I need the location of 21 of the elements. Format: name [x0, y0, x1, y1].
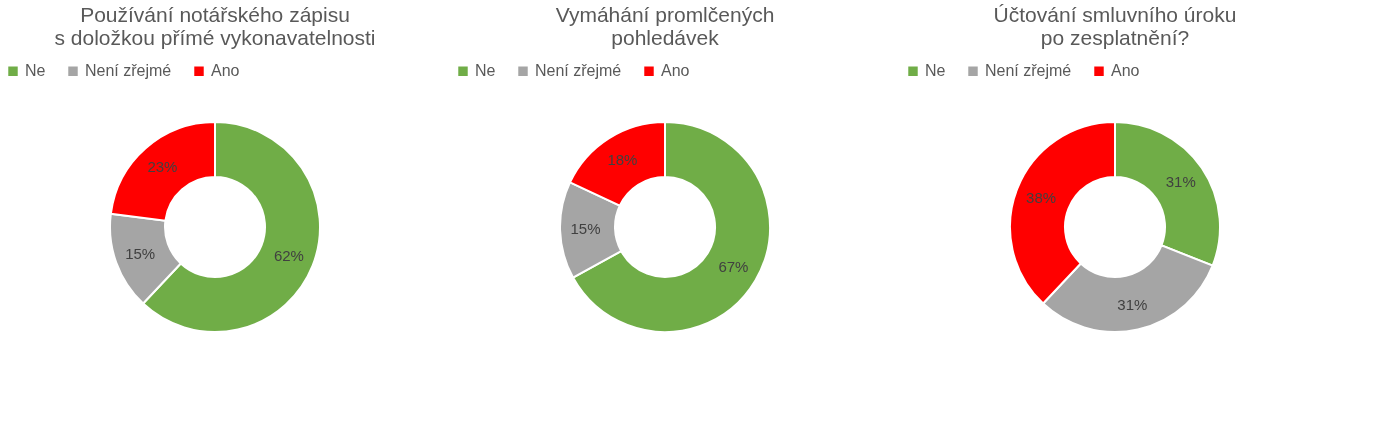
legend-label: Není zřejmé — [85, 62, 172, 80]
legend-label: Ne — [25, 62, 46, 80]
legend-label: Není zřejmé — [535, 62, 622, 80]
data-label: 18% — [607, 150, 638, 168]
data-label: 31% — [1117, 295, 1148, 313]
data-label: 15% — [125, 244, 156, 262]
data-label: 31% — [1165, 173, 1196, 191]
chart-title: Vymáhání promlčených pohledávek — [555, 3, 775, 49]
legend-label: Ano — [661, 62, 690, 80]
chart-title: Používání notářského zápisu s doložkou přímé vykonavatelnosti — [54, 3, 376, 49]
chart-title: Účtování smluvního úroku po zesplatnění? — [993, 3, 1237, 49]
legend-label: Ne — [475, 62, 496, 80]
data-label: 38% — [1026, 188, 1057, 206]
legend-label: Není zřejmé — [985, 62, 1072, 80]
data-label: 67% — [718, 258, 749, 276]
data-label: 62% — [273, 247, 304, 265]
data-label: 15% — [570, 220, 601, 238]
legend-label: Ano — [1111, 62, 1140, 80]
legend-label: Ne — [925, 62, 946, 80]
data-label: 23% — [147, 158, 178, 176]
legend-label: Ano — [211, 62, 240, 80]
